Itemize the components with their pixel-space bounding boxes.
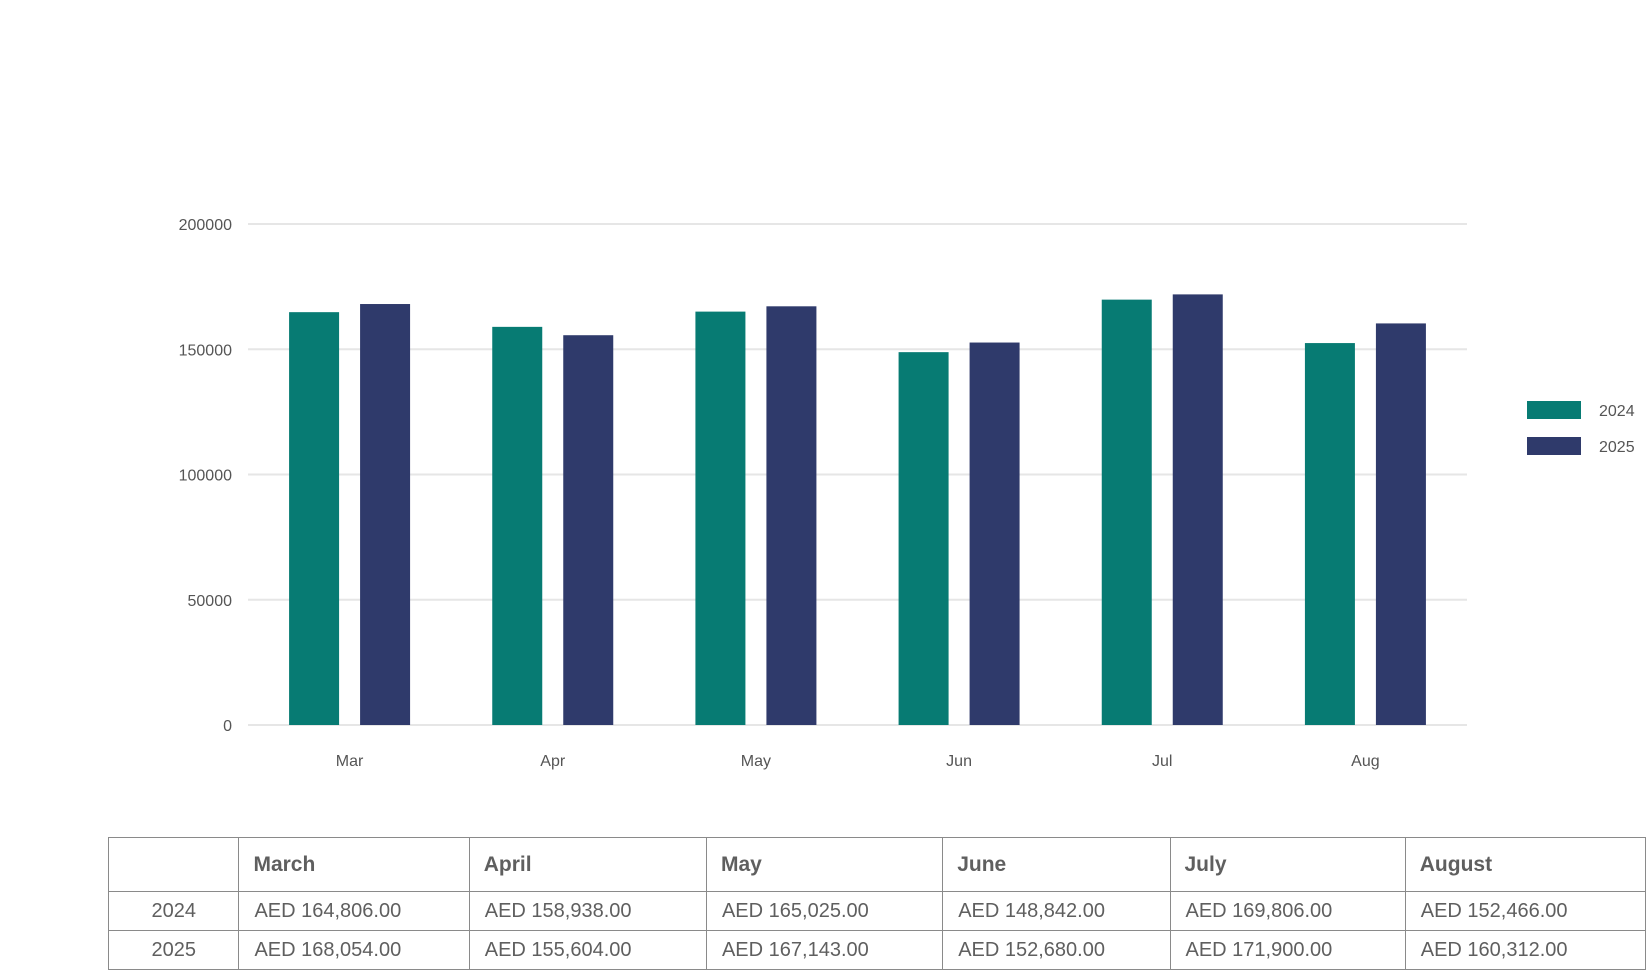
- table-cell: AED 164,806.00: [238, 891, 470, 931]
- column-header: July: [1169, 837, 1406, 892]
- bar-2024-may: [695, 311, 746, 725]
- table-cell: AED 169,806.00: [1169, 891, 1406, 931]
- table-cell: AED 165,025.00: [705, 891, 944, 931]
- row-label: 2024: [107, 891, 240, 931]
- bar-2025-jun: [969, 342, 1020, 725]
- x-tick-label: Aug: [1351, 753, 1379, 770]
- row-label: 2025: [107, 930, 240, 970]
- bar-2024-mar: [289, 312, 340, 725]
- bar-2024-jun: [898, 352, 949, 725]
- y-tick-label: 50000: [188, 593, 233, 610]
- table-corner-cell: [107, 837, 240, 892]
- x-tick-label: Mar: [336, 753, 364, 770]
- bar-2025-aug: [1375, 323, 1426, 725]
- column-header: April: [468, 837, 707, 892]
- column-header: March: [238, 837, 470, 892]
- y-tick-label: 200000: [179, 217, 232, 234]
- bar-2024-apr: [492, 326, 543, 725]
- table-cell: AED 155,604.00: [468, 930, 707, 970]
- legend-swatch: [1527, 401, 1581, 419]
- table-cell: AED 160,312.00: [1404, 930, 1646, 970]
- table-cell: AED 148,842.00: [942, 891, 1171, 931]
- table-row: 2024 AED 164,806.00 AED 158,938.00 AED 1…: [107, 891, 1646, 931]
- column-header: May: [705, 837, 944, 892]
- x-tick-label: Jul: [1152, 753, 1172, 770]
- bar-2025-mar: [360, 304, 411, 725]
- table-cell: AED 167,143.00: [705, 930, 944, 970]
- x-tick-label: Jun: [946, 753, 972, 770]
- legend-label: 2024: [1599, 403, 1635, 420]
- bar-chart: 0 50000 100000 150000 200000 Mar Apr May Jun Jul A…: [179, 217, 1635, 770]
- table-row: 2025 AED 168,054.00 AED 155,604.00 AED 1…: [107, 930, 1646, 970]
- x-tick-label: May: [741, 753, 771, 770]
- bar-2024-aug: [1304, 343, 1355, 725]
- table-cell: AED 158,938.00: [468, 891, 707, 931]
- bar-2025-may: [766, 306, 817, 725]
- bar-2025-apr: [563, 335, 614, 725]
- bar-2024-jul: [1101, 299, 1152, 725]
- y-tick-label: 150000: [179, 342, 232, 359]
- table-header-row: March April May June July August: [107, 837, 1646, 892]
- y-tick-label: 0: [223, 718, 232, 735]
- x-tick-label: Apr: [540, 753, 566, 770]
- table-cell: AED 168,054.00: [238, 930, 470, 970]
- legend-swatch: [1527, 437, 1581, 455]
- table-cell: AED 171,900.00: [1169, 930, 1406, 970]
- column-header: June: [942, 837, 1171, 892]
- data-table: March April May June July August 2024 AE…: [107, 837, 1646, 970]
- column-header: August: [1404, 837, 1646, 892]
- legend-label: 2025: [1599, 439, 1635, 456]
- bar-2025-jul: [1172, 294, 1223, 725]
- table-cell: AED 152,466.00: [1404, 891, 1646, 931]
- table-cell: AED 152,680.00: [942, 930, 1171, 970]
- y-tick-label: 100000: [179, 468, 232, 485]
